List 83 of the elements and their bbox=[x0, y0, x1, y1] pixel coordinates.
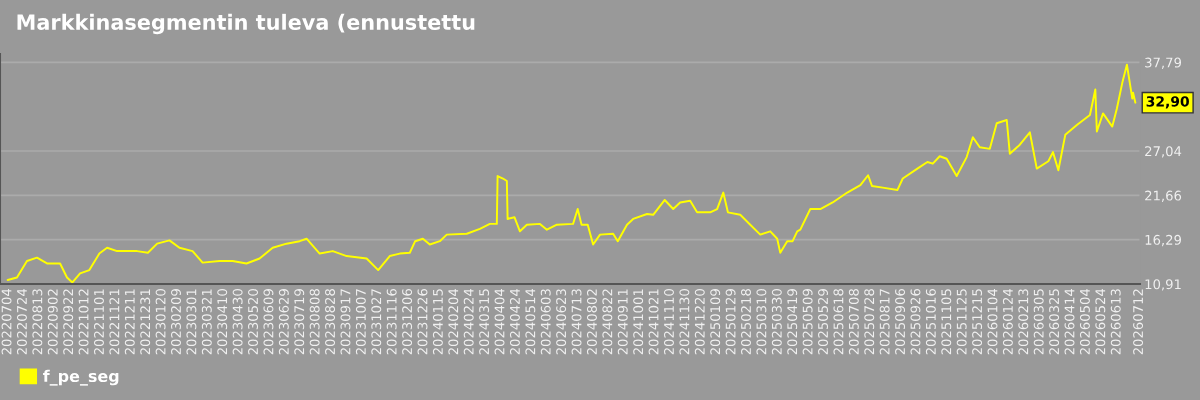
x-tick-label: 20220704 bbox=[1, 288, 12, 355]
x-tick-label: 20251125 bbox=[956, 289, 967, 355]
x-tick-label: 20260104 bbox=[987, 288, 998, 355]
chart-title: Markkinasegmentin tuleva (ennustettu bbox=[17, 13, 475, 35]
x-tick-label: 20230609 bbox=[263, 289, 274, 355]
x-tick-label: 20260305 bbox=[1033, 289, 1044, 355]
x-tick-label: 20240404 bbox=[494, 288, 505, 355]
x-tick-label: 20241130 bbox=[679, 289, 690, 355]
x-tick-label: 20240115 bbox=[432, 289, 443, 355]
x-tick-label: 20231206 bbox=[402, 289, 413, 355]
x-tick-label: 20221012 bbox=[78, 289, 89, 355]
x-tick-label: 20230410 bbox=[217, 289, 228, 355]
x-tick-label: 20250310 bbox=[756, 289, 767, 355]
x-tick-label: 20260613 bbox=[1110, 289, 1121, 355]
x-tick-label: 20240204 bbox=[448, 288, 459, 355]
x-tick-label: 20230120 bbox=[155, 289, 166, 355]
x-tick-label: 20221231 bbox=[140, 289, 151, 355]
x-tick-label: 20260213 bbox=[1018, 289, 1029, 355]
x-tick-label: 20221101 bbox=[93, 289, 104, 355]
x-tick-label: 20220724 bbox=[16, 288, 27, 355]
x-tick-label: 20231027 bbox=[371, 289, 382, 355]
x-tick-label: 20240315 bbox=[479, 289, 490, 355]
x-tick-label: 20230301 bbox=[186, 289, 197, 355]
x-tick-label: 20250218 bbox=[741, 289, 751, 355]
x-tick-label: 20241110 bbox=[663, 289, 674, 355]
x-tick-label: 20250817 bbox=[879, 289, 890, 355]
x-tick-label: 20240822 bbox=[602, 289, 613, 355]
x-tick-label: 20251105 bbox=[941, 289, 952, 355]
x-tick-label: 20240623 bbox=[556, 289, 567, 355]
x-tick-label: 20240424 bbox=[509, 288, 520, 355]
x-tick-label: 20250129 bbox=[725, 289, 736, 355]
x-tick-label: 20230430 bbox=[232, 289, 243, 355]
x-tick-label: 20230629 bbox=[278, 289, 289, 355]
x-tick-label: 20230321 bbox=[201, 289, 212, 355]
x-tick-label: 20260524 bbox=[1095, 288, 1106, 355]
x-tick-label: 20250509 bbox=[802, 289, 813, 355]
x-tick-label: 20250906 bbox=[895, 289, 906, 355]
x-tick-label: 20220922 bbox=[63, 289, 74, 355]
x-tick-label: 20250618 bbox=[833, 289, 844, 355]
x-tick-label: 20250529 bbox=[818, 289, 829, 355]
y-tick-label: 27,04 bbox=[1145, 146, 1182, 158]
x-tick-label: 20230520 bbox=[248, 289, 259, 355]
x-tick-label: 20260124 bbox=[1002, 288, 1013, 355]
x-tick-label: 20250728 bbox=[864, 289, 875, 355]
x-tick-label: 20260414 bbox=[1064, 288, 1075, 355]
x-tick-label: 20250708 bbox=[848, 289, 859, 355]
x-tick-label: 20230808 bbox=[309, 289, 320, 355]
x-tick-label: 20230828 bbox=[325, 289, 336, 355]
x-tick-label: 20231226 bbox=[417, 289, 428, 355]
x-tick-label: 20240514 bbox=[525, 288, 536, 355]
x-tick-label: 20260504 bbox=[1079, 288, 1090, 355]
x-tick-label: 20251215 bbox=[972, 289, 983, 355]
x-tick-label: 20230719 bbox=[294, 289, 305, 355]
y-tick-label: 16,29 bbox=[1145, 234, 1182, 247]
x-tick-label: 20240713 bbox=[571, 289, 582, 355]
legend-label: f_pe_seg bbox=[43, 369, 119, 386]
x-tick-label: 20240911 bbox=[617, 289, 628, 355]
x-tick-label: 20240224 bbox=[463, 288, 474, 355]
x-tick-label: 20241001 bbox=[633, 289, 644, 355]
y-tick-label: 37,79 bbox=[1145, 57, 1182, 69]
x-tick-label: 20250330 bbox=[771, 289, 782, 355]
x-tick-label: 20250109 bbox=[710, 289, 721, 355]
x-tick-label: 20241021 bbox=[648, 289, 659, 355]
x-tick-label: 20220902 bbox=[47, 289, 58, 355]
x-tick-label: 20240802 bbox=[586, 289, 597, 355]
x-tick-label: 20231007 bbox=[355, 289, 366, 355]
x-tick-label: 20221121 bbox=[109, 289, 120, 355]
x-tick-label: 20230209 bbox=[171, 289, 181, 355]
x-tick-label: 20231116 bbox=[386, 289, 397, 355]
line-series bbox=[6, 63, 1137, 284]
x-tick-label: 20251016 bbox=[925, 289, 936, 355]
x-tick-label: 20260325 bbox=[1049, 289, 1060, 355]
x-tick-label: 20221211 bbox=[124, 289, 135, 355]
x-tick-label: 20250419 bbox=[787, 289, 798, 355]
x-tick-label: 20240603 bbox=[540, 289, 551, 355]
x-tick-label: 20260712 bbox=[1133, 289, 1144, 355]
x-tick-label: 20220813 bbox=[32, 289, 43, 355]
y-tick-label: 21,66 bbox=[1145, 190, 1182, 202]
annotation: 32,90 bbox=[1146, 96, 1189, 109]
x-tick-label: 20230917 bbox=[340, 289, 351, 355]
x-tick-label: 20250926 bbox=[910, 289, 921, 355]
x-tick-label: 20241220 bbox=[694, 289, 705, 355]
y-tick-label: 10,91 bbox=[1145, 279, 1181, 291]
